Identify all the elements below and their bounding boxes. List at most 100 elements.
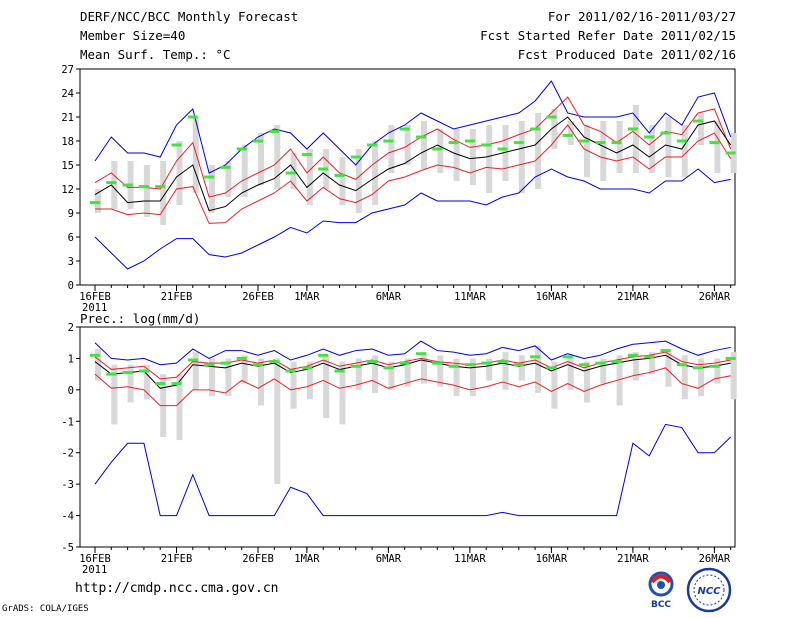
prec-ensemble-mean-line	[94, 354, 731, 389]
temp-obs-marker	[236, 147, 247, 151]
prec-obs-marker	[627, 353, 638, 357]
prec-range-bar	[258, 358, 264, 406]
prec-ytick-label: 0	[68, 385, 74, 397]
prec-obs-marker	[399, 361, 410, 365]
prec-xtick-label: 21FEB	[161, 553, 193, 565]
prec-ytick-label: 1	[68, 353, 74, 365]
prec-xtick-label: 6MAR	[376, 553, 402, 565]
prec-xtick-label: 21MAR	[617, 553, 649, 565]
temp-obs-marker	[318, 167, 329, 171]
temp-obs-marker	[155, 185, 166, 189]
prec-obs-marker	[383, 366, 394, 370]
temp-obs-marker	[579, 139, 589, 143]
temp-xtick-label: 26MAR	[699, 291, 731, 303]
prec-mean-minus-sd-line	[94, 367, 731, 407]
prec-obs-marker	[416, 352, 426, 356]
temp-range-bar	[535, 113, 542, 189]
temp-ytick-label: 21	[61, 112, 74, 124]
prec-xtick-label: 1MAR	[294, 553, 320, 565]
temp-ytick-label: 6	[68, 232, 74, 244]
temp-range-bar	[258, 133, 264, 185]
temp-obs-marker	[301, 153, 312, 157]
temp-range-bar	[160, 161, 167, 225]
temp-panel: 0 3 6 9 12 15 18 21 24 27 16FEB 21FEB 26FEB 1MAR 6MAR 1…	[61, 64, 737, 314]
prec-range-bar	[535, 345, 542, 393]
prec-xtick-label: 26MAR	[699, 553, 731, 565]
temp-range-bar	[453, 129, 460, 181]
prec-range-bar	[127, 364, 134, 403]
prec-obs-marker	[497, 360, 508, 364]
prec-xtick-label: 11MAR	[454, 553, 486, 565]
temp-range-bar	[567, 121, 574, 145]
temp-xtick-label: 21FEB	[161, 291, 193, 303]
temp-obs-marker	[644, 135, 655, 139]
temp-obs-marker	[399, 127, 410, 131]
temp-xtick-label: 16FEB	[79, 291, 111, 303]
source-url[interactable]: http://cmdp.ncc.cma.gov.cn	[75, 581, 279, 596]
prec-range-bar	[111, 364, 118, 425]
temp-obs-marker	[432, 147, 443, 151]
temp-range-bar	[698, 113, 705, 145]
temp-obs-marker	[90, 201, 100, 205]
prec-range-bar	[518, 355, 525, 381]
prec-range-bar	[95, 349, 101, 381]
prec-range-bar	[584, 361, 590, 403]
temp-obs-marker	[367, 143, 378, 147]
temp-ytick-label: 24	[61, 88, 74, 100]
prec-range-bar	[616, 355, 623, 406]
chart-title: DERF/NCC/BCC Monthly Forecast	[80, 9, 299, 24]
temp-obs-marker	[627, 127, 638, 131]
temp-obs-marker	[611, 141, 622, 145]
prec-range-bar	[306, 361, 313, 400]
temp-range-bar	[486, 125, 493, 193]
prec-range-bar	[437, 355, 444, 387]
temp-range-bar	[339, 157, 346, 205]
temp-year-label: 2011	[82, 302, 107, 314]
temp-obs-marker	[562, 133, 573, 137]
temp-range-bar	[600, 121, 607, 181]
prec-ytick-label: 2	[68, 322, 74, 334]
temp-range-bar	[95, 189, 101, 213]
prec-obs-marker	[367, 360, 378, 364]
temp-ensemble-max-line	[94, 80, 732, 174]
produced-date: Fcst Produced Date 2011/02/16	[517, 47, 736, 62]
prec-range-bar	[323, 355, 330, 419]
temp-xtick-label: 26FEB	[242, 291, 274, 303]
temp-range-bar	[372, 141, 379, 205]
prec-ytick-label: -4	[61, 511, 74, 523]
prec-range-bar	[551, 361, 558, 409]
prec-range-bar	[665, 349, 672, 387]
temp-obs-marker	[595, 141, 606, 145]
prec-range-bar	[730, 352, 737, 400]
temp-ytick-label: 9	[68, 208, 74, 220]
prec-ytick-label: -3	[61, 479, 74, 491]
temp-obs-marker	[220, 165, 231, 169]
temp-xtick-label: 1MAR	[294, 291, 320, 303]
temp-obs-marker	[171, 143, 182, 147]
prec-ytick-label: -5	[61, 542, 74, 554]
temp-ytick-label: 18	[61, 136, 74, 148]
temp-ytick-label: 3	[68, 256, 74, 268]
prec-obs-marker	[90, 353, 100, 357]
temp-range-bar	[681, 125, 688, 177]
prec-ensemble-max-line	[94, 340, 731, 366]
prec-xtick-label: 26FEB	[242, 553, 274, 565]
prec-obs-marker	[253, 363, 263, 367]
temp-obs-marker	[269, 129, 280, 133]
prec-range-bar	[698, 358, 705, 397]
prec-range-bar	[176, 374, 183, 441]
temp-range-bar	[469, 129, 476, 185]
prec-range-bar	[649, 352, 656, 375]
prec-obs-marker	[220, 361, 231, 365]
temp-ytick-label: 27	[61, 64, 74, 76]
prec-obs-marker	[464, 363, 475, 367]
prec-obs-marker	[611, 360, 622, 364]
temp-obs-marker	[481, 143, 492, 147]
temp-obs-marker	[285, 171, 296, 175]
prec-obs-marker	[334, 369, 345, 373]
prec-ensemble-min-line	[94, 423, 732, 517]
temp-range-bar	[437, 129, 444, 173]
prec-obs-marker	[595, 361, 606, 365]
temp-ensemble-mean-line	[94, 116, 732, 212]
